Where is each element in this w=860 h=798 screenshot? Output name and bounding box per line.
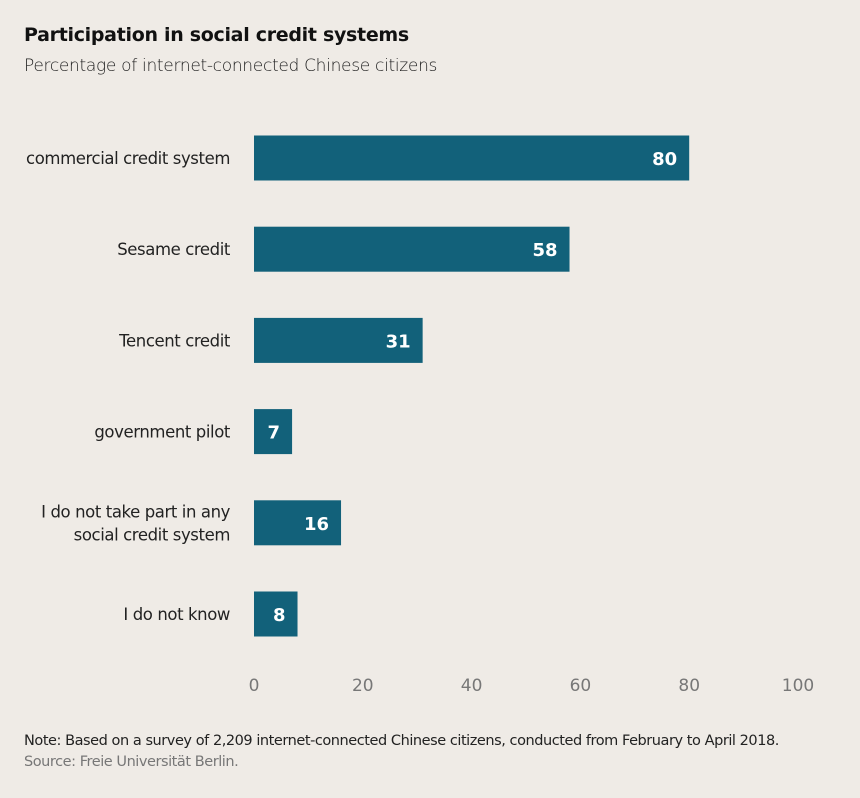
category-label: Sesame credit (117, 240, 231, 259)
data-label: 8 (273, 605, 286, 626)
x-tick-label: 60 (570, 676, 592, 696)
data-label: 80 (652, 149, 677, 170)
x-axis-ticks-group: 0 20 40 60 80 100 (249, 676, 815, 696)
category-labels-group: commercial credit system Sesame credit Ten… (26, 149, 231, 624)
data-label: 58 (532, 240, 557, 261)
bar (254, 317, 423, 363)
bar (254, 135, 690, 181)
category-label: commercial credit system (26, 149, 230, 168)
footnote: Note: Based on a survey of 2,209 interne… (24, 733, 779, 749)
chart-subtitle: Percentage of internet-connected Chinese… (24, 56, 438, 76)
x-tick-label: 40 (461, 676, 483, 696)
bar (254, 591, 298, 637)
x-tick-label: 20 (352, 676, 374, 696)
bar-chart: 80 58 31 7 16 8 commercial credit system Sesam… (26, 135, 815, 696)
data-label: 16 (304, 514, 329, 535)
category-label: I do not take part in any (41, 502, 230, 521)
x-tick-label: 0 (249, 676, 260, 696)
data-label: 31 (386, 331, 411, 352)
category-label: Tencent credit (118, 331, 231, 350)
source-note: Source: Freie Universität Berlin. (24, 754, 239, 770)
bar (254, 226, 570, 272)
x-tick-label: 100 (782, 676, 814, 696)
x-tick-label: 80 (678, 676, 700, 696)
category-label: social credit system (74, 525, 230, 544)
data-label: 7 (268, 423, 281, 444)
category-label: I do not know (123, 605, 230, 624)
bar (254, 409, 293, 455)
bars-group: 80 58 31 7 16 8 (254, 135, 690, 637)
bar (254, 500, 342, 546)
category-label: government pilot (94, 423, 231, 442)
chart-title: Participation in social credit systems (24, 24, 409, 46)
